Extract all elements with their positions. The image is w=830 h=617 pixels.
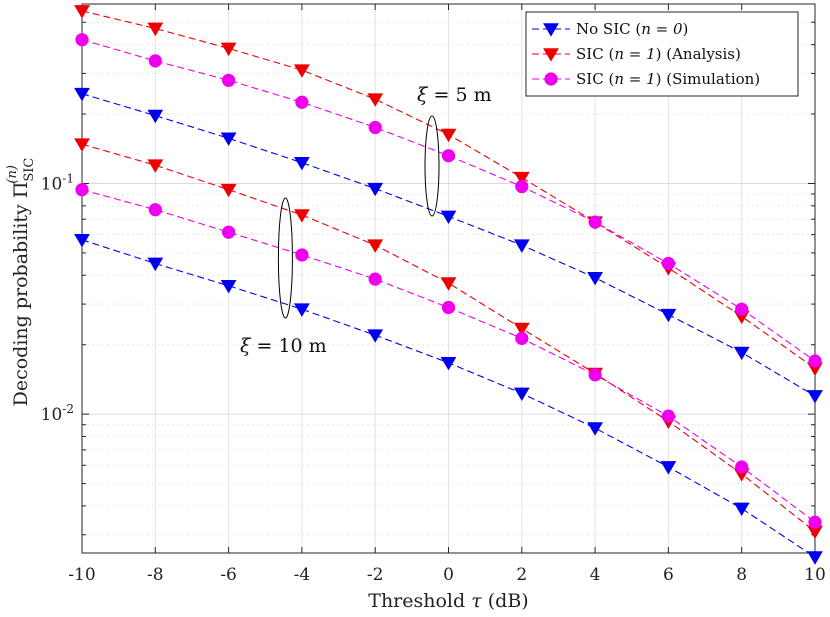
data-point	[74, 233, 90, 248]
data-point	[220, 42, 237, 57]
x-tick-label: 6	[663, 565, 674, 585]
data-point	[807, 551, 823, 565]
y-axis-label: Decoding probability ΠSIC(n)	[5, 158, 37, 407]
data-point	[368, 120, 382, 135]
data-point	[367, 239, 384, 253]
data-point	[513, 171, 530, 186]
data-point	[807, 390, 823, 404]
legend-marker	[543, 48, 559, 62]
data-point	[75, 33, 89, 47]
data-point	[441, 149, 456, 163]
data-point	[515, 179, 529, 194]
data-point	[588, 368, 602, 382]
data-point	[295, 248, 309, 262]
x-tick-label: -6	[220, 565, 237, 585]
data-point	[660, 308, 677, 323]
data-point	[368, 272, 382, 286]
y-tick-label: 10-1	[41, 171, 74, 194]
data-point	[661, 256, 676, 271]
series-0	[74, 87, 823, 404]
x-axis-label: Threshold τ (dB)	[368, 590, 528, 612]
data-point	[808, 515, 822, 529]
axes: -10 -8 -6 -4 -2 0 2 4 6 8 10 10-1 10-2	[41, 3, 826, 585]
data-point	[440, 356, 457, 371]
x-tick-label: 4	[590, 565, 601, 585]
legend-marker	[544, 72, 558, 86]
data-point	[587, 422, 603, 436]
data-point	[441, 300, 456, 315]
data-point	[295, 95, 309, 109]
legend-marker	[543, 23, 559, 37]
data-point	[220, 280, 237, 294]
data-point	[587, 272, 603, 286]
data-point	[147, 159, 164, 173]
data-point	[513, 387, 530, 402]
data-point	[147, 257, 164, 272]
data-point	[222, 73, 236, 87]
data-point	[74, 138, 90, 152]
data-point	[735, 302, 749, 316]
legend-box	[525, 11, 799, 97]
series-line	[81, 143, 816, 532]
data-point	[294, 156, 310, 171]
data-point	[733, 502, 750, 517]
annotations: ξ = 5 m ξ = 10 m	[240, 84, 492, 357]
data-point	[513, 239, 530, 253]
data-point	[733, 346, 750, 361]
x-tick-label: -10	[68, 565, 95, 585]
data-point	[220, 183, 237, 198]
x-tick-label: 2	[516, 565, 527, 585]
series-line	[81, 39, 816, 362]
data-point	[148, 54, 162, 68]
x-tick-label: 0	[443, 565, 454, 585]
annotation-label-10m: ξ = 10 m	[240, 335, 327, 357]
data-point	[440, 210, 457, 225]
axis-labels: Threshold τ (dB) Decoding probability ΠSI…	[5, 158, 529, 612]
data-point	[222, 225, 236, 239]
x-tick-label: 8	[736, 565, 747, 585]
data-point	[367, 93, 384, 107]
data-point	[735, 460, 749, 474]
data-point	[660, 461, 677, 475]
data-point	[294, 303, 310, 317]
legend-item: SIC (n = 1) (Simulation)	[532, 70, 760, 88]
legend: No SIC (n = 0) SIC (n = 1) (Analysis) SIC …	[525, 11, 799, 97]
legend-label: SIC (n = 1) (Analysis)	[576, 45, 741, 63]
data-point	[220, 132, 237, 146]
data-point	[148, 203, 162, 217]
x-tick-label: -4	[294, 565, 311, 585]
data-point	[74, 5, 90, 19]
annotation-ellipse-5m	[424, 115, 440, 217]
data-point	[75, 183, 89, 197]
series-layer	[74, 5, 823, 565]
series-2	[75, 33, 822, 368]
annotation-label-5m: ξ = 5 m	[417, 84, 492, 106]
legend-item: No SIC (n = 0)	[532, 20, 688, 38]
data-point	[294, 209, 310, 223]
legend-label: SIC (n = 1) (Simulation)	[576, 70, 760, 88]
data-point	[440, 277, 457, 291]
legend-item: SIC (n = 1) (Analysis)	[532, 45, 741, 63]
data-point	[515, 331, 529, 345]
data-point	[513, 322, 530, 337]
x-tick-label: -8	[147, 565, 164, 585]
x-tick-label: -2	[367, 565, 384, 585]
y-tick-label: 10-2	[41, 402, 74, 425]
data-point	[147, 109, 164, 124]
data-point	[74, 87, 90, 102]
annotation-ellipse-10m	[277, 197, 293, 319]
data-point	[367, 182, 384, 197]
data-point	[588, 215, 602, 229]
data-point	[294, 64, 310, 78]
data-point	[147, 22, 164, 37]
x-tick-label: 10	[804, 565, 826, 585]
legend-label: No SIC (n = 0)	[576, 20, 688, 38]
data-point	[367, 329, 384, 343]
series-3	[74, 233, 823, 565]
data-point	[661, 409, 676, 423]
data-point	[440, 128, 457, 143]
data-point	[808, 354, 822, 368]
series-5	[75, 183, 822, 529]
